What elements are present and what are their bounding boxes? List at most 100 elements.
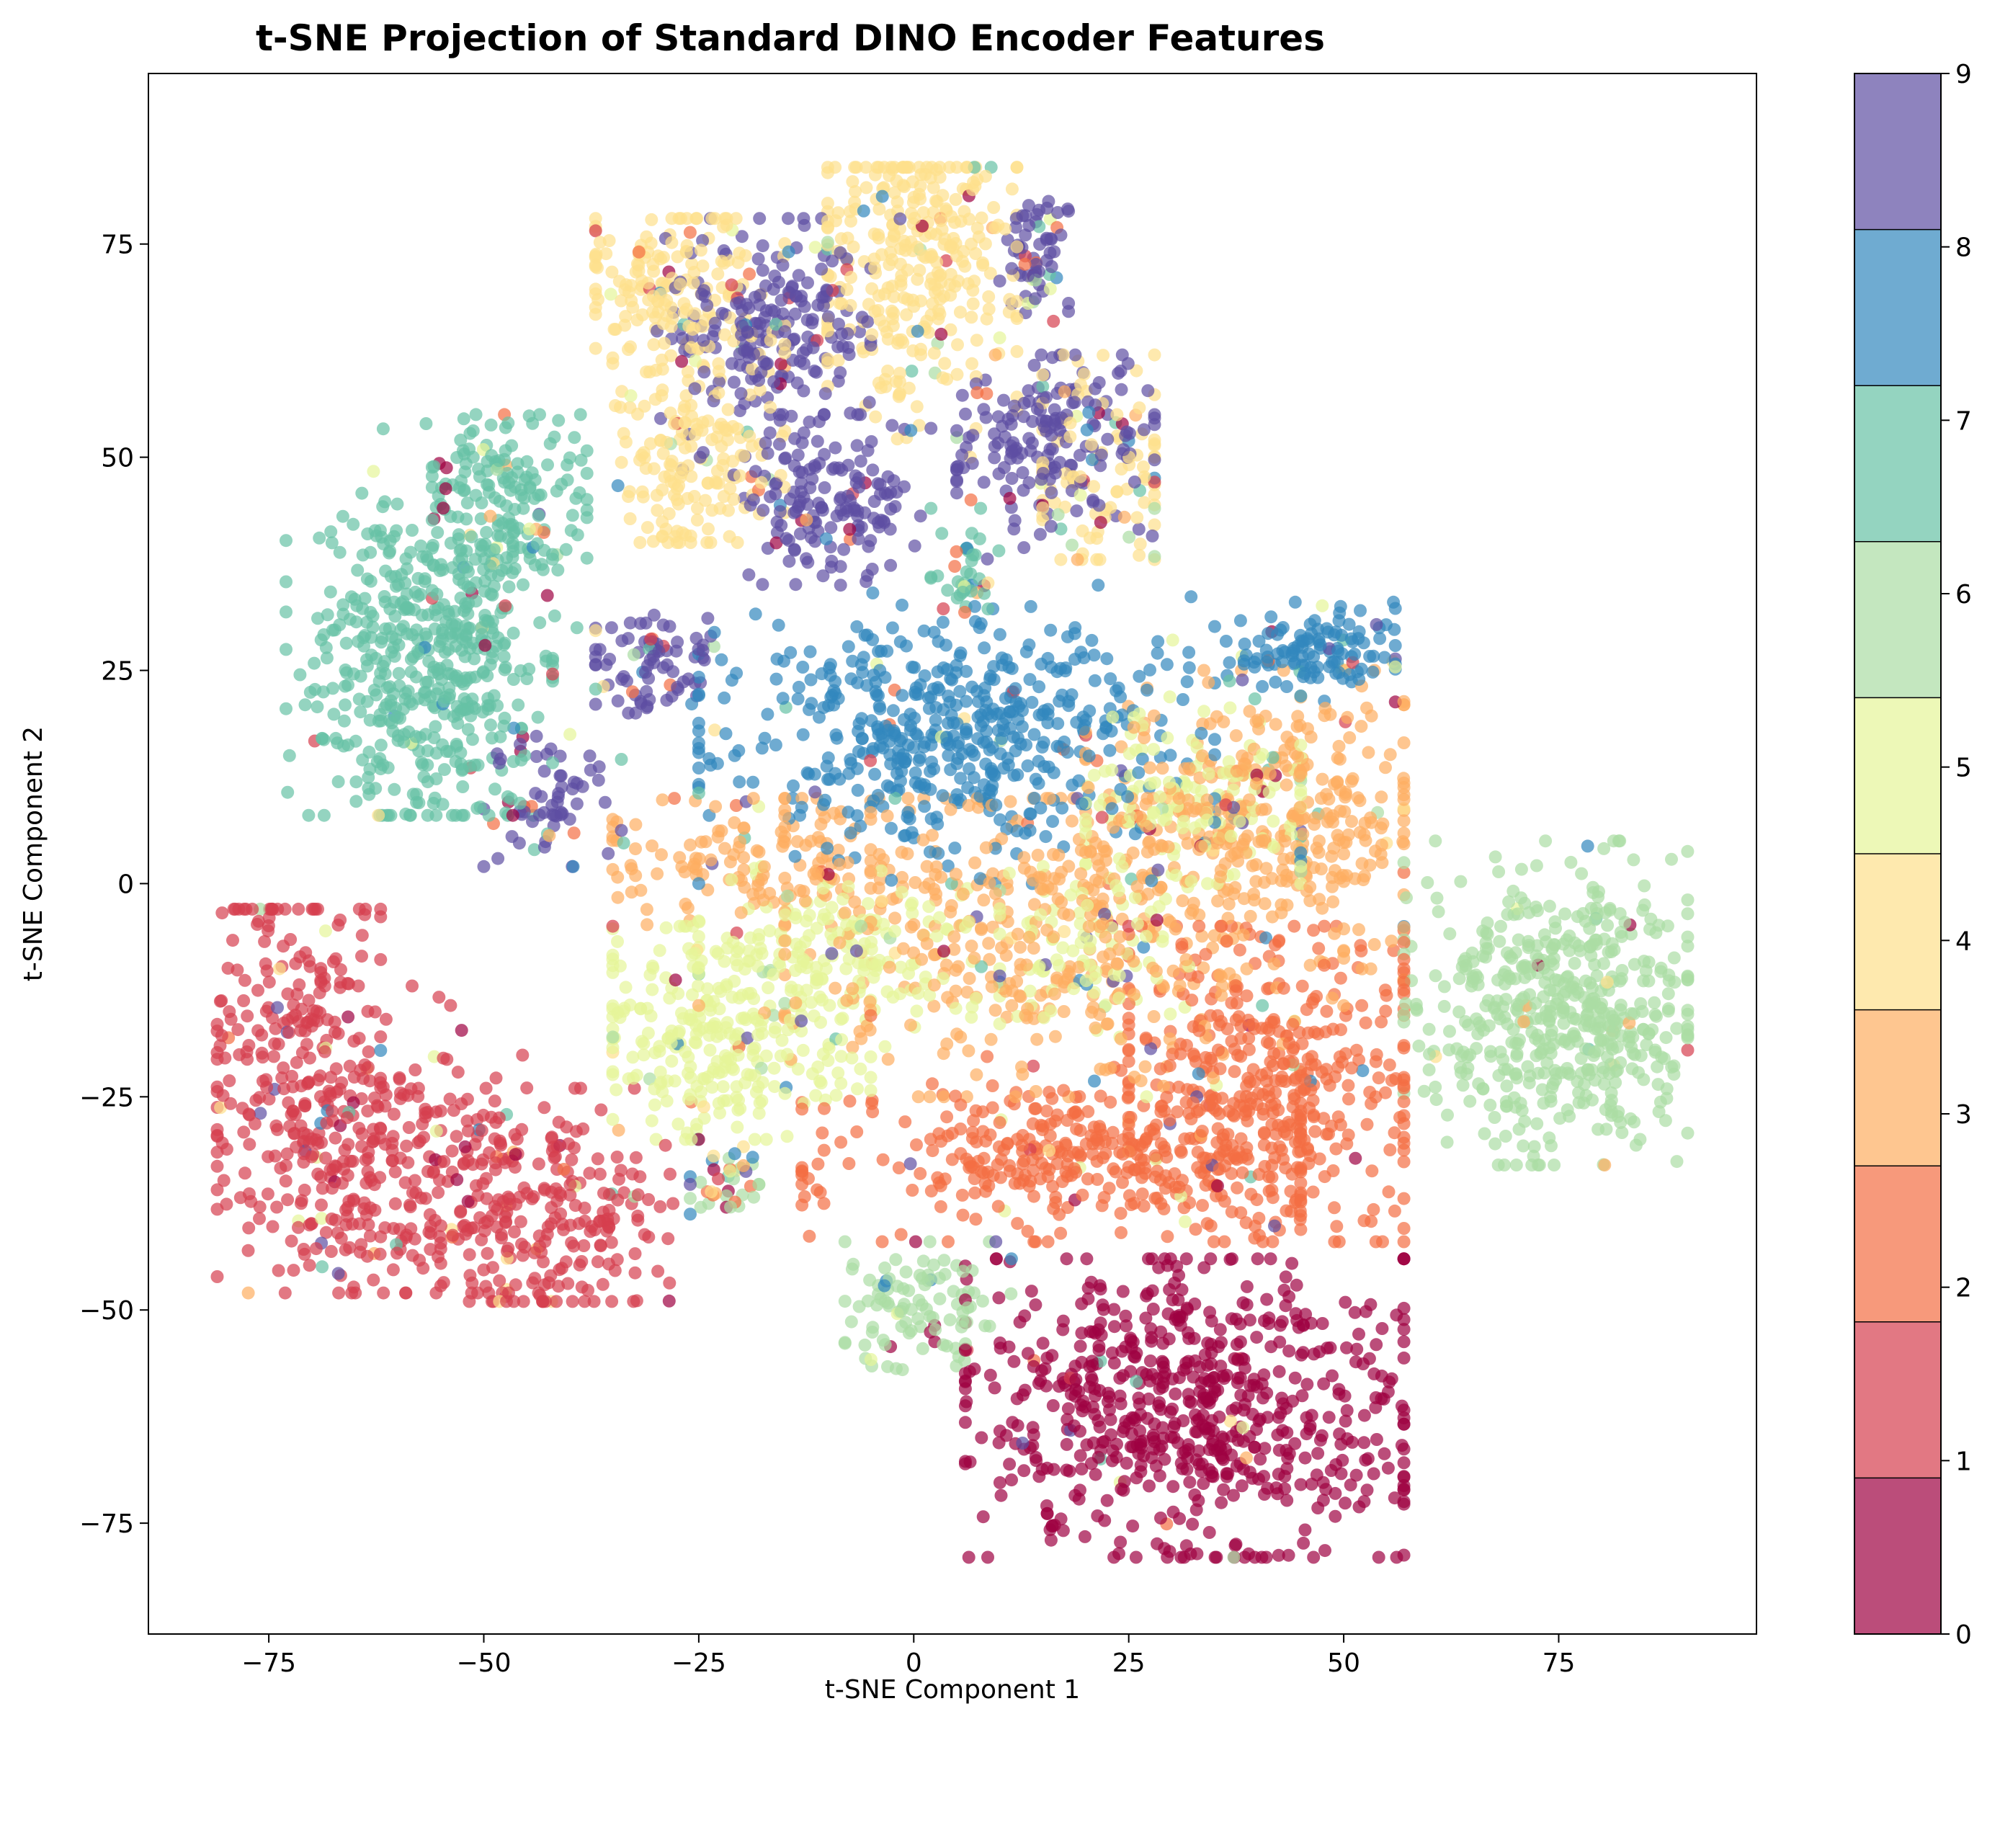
scatter-point-class-1 <box>666 1197 680 1210</box>
scatter-point-class-0 <box>1097 1303 1110 1316</box>
scatter-point-class-1 <box>610 1253 624 1267</box>
scatter-point-class-7 <box>480 526 494 539</box>
scatter-point-class-8 <box>1176 693 1189 706</box>
scatter-point-class-0 <box>1063 1464 1076 1478</box>
scatter-point-class-1 <box>355 950 368 963</box>
scatter-point-class-0 <box>1119 1309 1133 1323</box>
scatter-point-class-3 <box>1104 1061 1117 1075</box>
scatter-point-class-3 <box>1337 847 1351 861</box>
scatter-point-class-3 <box>1365 709 1378 723</box>
scatter-point-class-8 <box>1363 650 1377 663</box>
scatter-point-class-5 <box>611 934 624 948</box>
scatter-point-class-1 <box>532 1157 545 1171</box>
scatter-point-class-7 <box>470 801 484 815</box>
scatter-point-class-6 <box>1563 944 1576 958</box>
scatter-point-class-5 <box>679 919 693 933</box>
scatter-point-class-3 <box>1089 1021 1102 1035</box>
scatter-point-class-8 <box>1208 748 1221 762</box>
scatter-point-class-2 <box>1383 1143 1397 1156</box>
scatter-point-class-1 <box>628 1247 642 1261</box>
scatter-point-class-5 <box>841 880 855 893</box>
scatter-point-class-5 <box>563 728 577 741</box>
scatter-point-class-2 <box>843 1094 857 1108</box>
scatter-point-class-3 <box>778 871 792 885</box>
scatter-point-class-8 <box>846 654 860 668</box>
scatter-point-class-5 <box>748 1133 762 1146</box>
scatter-point-class-2 <box>1328 1201 1341 1215</box>
scatter-point-class-1 <box>494 1228 508 1241</box>
scatter-point-class-2 <box>1360 1117 1374 1131</box>
scatter-point-class-5 <box>854 1062 867 1076</box>
scatter-point-class-9 <box>808 535 822 548</box>
scatter-point-class-9 <box>1008 399 1021 413</box>
scatter-point-class-3 <box>1055 865 1068 879</box>
scatter-point-class-7 <box>339 636 353 650</box>
scatter-point-class-9 <box>602 847 615 860</box>
scatter-point-class-1 <box>241 1053 254 1066</box>
scatter-point-class-0 <box>1240 1280 1254 1293</box>
scatter-point-class-2 <box>1341 1079 1355 1092</box>
scatter-point-class-5 <box>1130 917 1144 931</box>
scatter-point-class-7 <box>431 526 445 540</box>
scatter-point-class-7 <box>580 444 594 457</box>
scatter-point-class-8 <box>1233 614 1247 628</box>
scatter-point-class-2 <box>958 605 971 619</box>
scatter-point-class-6 <box>1488 850 1502 864</box>
scatter-point-class-7 <box>531 710 545 724</box>
scatter-point-class-1 <box>429 1286 443 1300</box>
scatter-point-class-2 <box>743 267 756 281</box>
scatter-point-class-2 <box>1262 1090 1276 1104</box>
scatter-point-class-0 <box>1129 1550 1143 1564</box>
scatter-point-class-7 <box>498 636 512 650</box>
scatter-point-class-5 <box>864 1050 878 1063</box>
scatter-point-class-7 <box>316 1260 329 1274</box>
scatter-point-class-2 <box>906 1184 919 1197</box>
scatter-point-class-1 <box>463 1248 476 1262</box>
scatter-point-class-3 <box>968 856 982 870</box>
scatter-point-class-9 <box>532 808 546 822</box>
scatter-point-class-9 <box>584 763 597 777</box>
scatter-point-class-1 <box>272 1264 285 1277</box>
scatter-point-class-3 <box>1598 1159 1612 1171</box>
scatter-point-class-8 <box>851 783 865 797</box>
scatter-point-class-2 <box>1135 1187 1149 1201</box>
scatter-point-class-9 <box>663 620 677 633</box>
scatter-point-class-8 <box>684 1208 697 1221</box>
scatter-point-class-3 <box>940 1037 954 1050</box>
scatter-point-class-0 <box>1179 1252 1193 1266</box>
scatter-point-class-5 <box>637 1048 651 1062</box>
scatter-point-class-5 <box>864 1071 878 1084</box>
scatter-point-class-5 <box>1164 1007 1177 1021</box>
scatter-point-class-0 <box>1213 1323 1227 1336</box>
scatter-point-class-4 <box>712 365 726 378</box>
scatter-point-class-8 <box>875 189 889 203</box>
scatter-point-class-9 <box>676 331 689 345</box>
scatter-point-class-7 <box>905 365 919 378</box>
scatter-point-class-4 <box>927 347 941 360</box>
scatter-point-class-0 <box>1397 1351 1411 1365</box>
scatter-point-class-4 <box>731 256 745 269</box>
scatter-point-class-1 <box>278 1286 292 1300</box>
scatter-point-class-6 <box>1437 999 1451 1013</box>
scatter-point-class-6 <box>1661 987 1675 1001</box>
scatter-point-class-0 <box>1339 1496 1352 1510</box>
scatter-point-class-6 <box>878 1338 892 1352</box>
scatter-point-class-0 <box>1166 1480 1180 1494</box>
scatter-point-class-5 <box>697 1072 711 1086</box>
scatter-point-class-2 <box>1393 1111 1406 1124</box>
scatter-point-class-4 <box>694 244 707 257</box>
scatter-point-class-8 <box>692 741 705 755</box>
scatter-point-class-8 <box>1083 704 1097 718</box>
scatter-point-class-4 <box>589 342 602 355</box>
scatter-point-class-9 <box>988 451 1001 465</box>
scatter-point-class-5 <box>1079 813 1092 826</box>
scatter-point-class-2 <box>1357 1214 1371 1228</box>
scatter-point-class-5 <box>732 1094 745 1107</box>
scatter-point-class-3 <box>1383 748 1397 762</box>
scatter-point-class-3 <box>1057 1005 1071 1018</box>
scatter-point-class-8 <box>1039 830 1053 844</box>
scatter-point-class-8 <box>983 783 996 797</box>
scatter-point-class-0 <box>1272 1365 1286 1378</box>
scatter-point-class-3 <box>1048 1030 1062 1043</box>
scatter-point-class-6 <box>899 1265 913 1279</box>
